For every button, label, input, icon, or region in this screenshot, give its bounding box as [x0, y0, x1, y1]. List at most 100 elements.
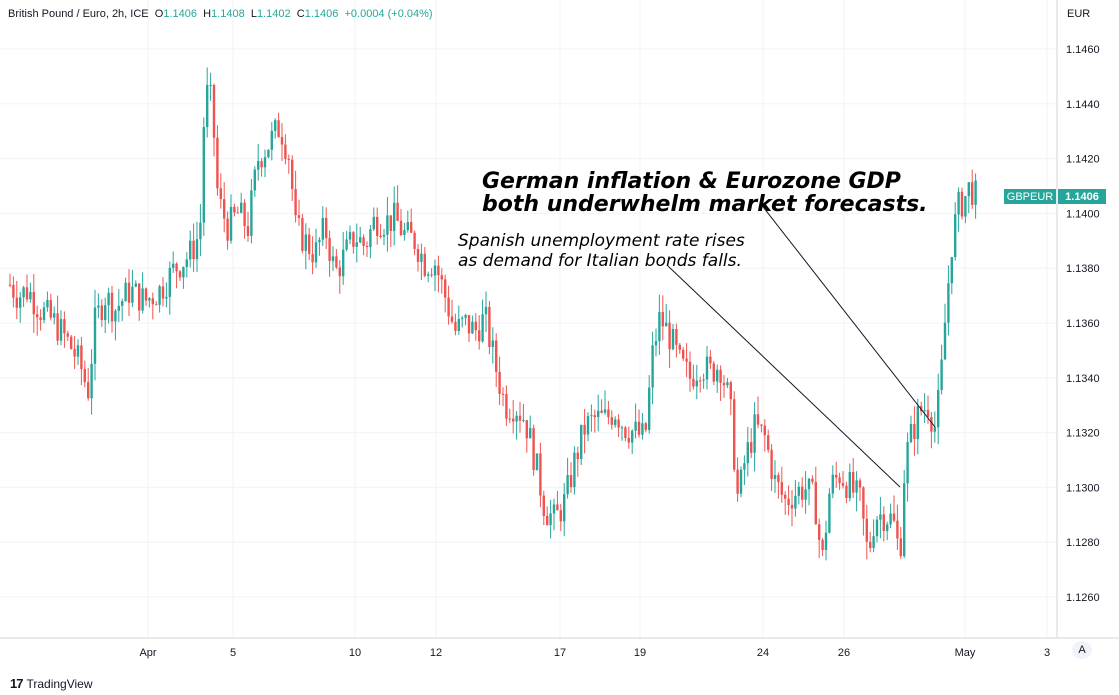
candle-body — [165, 296, 168, 299]
candle-body — [430, 274, 433, 276]
annotation-title-line2: both underwhelm market forecasts. — [482, 192, 928, 217]
candle-body — [661, 312, 664, 327]
candle-body — [709, 356, 712, 364]
candle-body — [763, 425, 766, 436]
candle-body — [933, 427, 936, 432]
brand-name: TradingView — [26, 676, 93, 691]
candle-body — [22, 287, 25, 298]
candle-body — [705, 356, 709, 380]
candle-body — [675, 329, 678, 345]
candle-body — [396, 202, 399, 221]
candle-body — [376, 216, 379, 236]
candle-body — [12, 284, 15, 298]
candle-body — [722, 382, 726, 386]
candle-body — [828, 493, 831, 533]
time-axis[interactable]: Apr 5 10 12 17 19 24 26 May 3 — [139, 647, 1050, 659]
candle-body — [974, 180, 977, 205]
x-tick-label: 12 — [430, 647, 442, 659]
candle-body — [835, 474, 838, 478]
candle-body — [172, 263, 175, 268]
candle-body — [624, 427, 627, 438]
candle-body — [355, 242, 358, 247]
candle-body — [797, 486, 800, 496]
candle-body — [8, 284, 12, 286]
candle-body — [627, 437, 630, 443]
candle-body — [746, 442, 749, 464]
candle-body — [542, 495, 545, 516]
candle-body — [168, 267, 171, 297]
candle-body — [257, 161, 260, 170]
x-tick-label: 5 — [230, 647, 236, 659]
candle-body — [634, 421, 637, 431]
x-tick-label: May — [955, 647, 976, 659]
candle-body — [403, 230, 406, 235]
candle-body — [66, 333, 69, 337]
candle-body — [325, 217, 328, 239]
candle-body — [413, 232, 416, 249]
candle-body — [291, 159, 294, 189]
candle-body — [790, 504, 794, 509]
candle-body — [49, 300, 52, 318]
candle-body — [838, 477, 841, 483]
candle-body — [348, 232, 352, 240]
candle-body — [804, 489, 807, 500]
candle-body — [882, 514, 885, 531]
candle-body — [593, 415, 596, 418]
candle-body — [858, 480, 862, 488]
candle-body — [950, 257, 953, 284]
candle-body — [811, 478, 814, 482]
candle-body — [495, 340, 498, 372]
candle-body — [457, 318, 460, 332]
candle-body — [151, 298, 154, 305]
candle-body — [87, 382, 90, 399]
price-tag-symbol: GBPEUR — [1007, 191, 1054, 203]
candle-body — [923, 409, 926, 412]
candle-body — [90, 363, 93, 399]
close-value: 1.1406 — [304, 8, 339, 20]
y-tick-label: 1.1300 — [1066, 482, 1100, 494]
x-tick-label: Apr — [139, 647, 156, 659]
candle-body — [855, 480, 858, 493]
candle-body — [750, 442, 753, 453]
candle-body — [134, 283, 137, 287]
symbol-title[interactable]: British Pound / Euro, 2h, ICE — [8, 8, 149, 20]
candle-body — [586, 416, 590, 435]
candle-body — [532, 428, 535, 471]
annotation-sub-line2: as demand for Italian bonds falls. — [458, 251, 742, 271]
candle-body — [250, 190, 253, 236]
candle-body — [100, 305, 103, 321]
candle-body — [444, 279, 447, 298]
candle-body — [314, 242, 318, 263]
candle-body — [454, 321, 457, 332]
candle-body — [916, 406, 919, 440]
candle-body — [36, 314, 39, 318]
candle-body — [80, 345, 83, 370]
candle-body — [97, 305, 100, 308]
y-tick-label: 1.1360 — [1066, 318, 1100, 330]
candle-body — [318, 239, 321, 243]
candle-body — [773, 475, 777, 479]
price-axis[interactable]: 1.1460 1.1440 1.1420 1.1400 1.1380 1.1360 1.13… — [1066, 44, 1100, 604]
tradingview-branding[interactable]: 17 TradingView — [10, 676, 93, 691]
candle-body — [121, 301, 124, 306]
candle-body — [576, 452, 579, 460]
candle-body — [467, 315, 471, 334]
auto-scale-button[interactable]: A — [1072, 641, 1092, 659]
candle-body — [335, 256, 338, 268]
tradingview-logo-icon: 17 — [10, 676, 24, 691]
candle-body — [818, 524, 821, 540]
candle-body — [875, 519, 879, 537]
high-value: 1.1408 — [211, 8, 245, 20]
candle-body — [267, 149, 270, 158]
candle-body — [46, 300, 49, 308]
candle-body — [631, 430, 634, 443]
open-value: 1.1406 — [163, 8, 197, 20]
candle-body — [824, 532, 828, 550]
candle-body — [777, 475, 780, 483]
candle-body — [202, 127, 205, 223]
candle-body — [243, 202, 246, 227]
candle-body — [491, 340, 494, 347]
candle-body — [199, 222, 202, 240]
candle-body — [406, 222, 409, 231]
